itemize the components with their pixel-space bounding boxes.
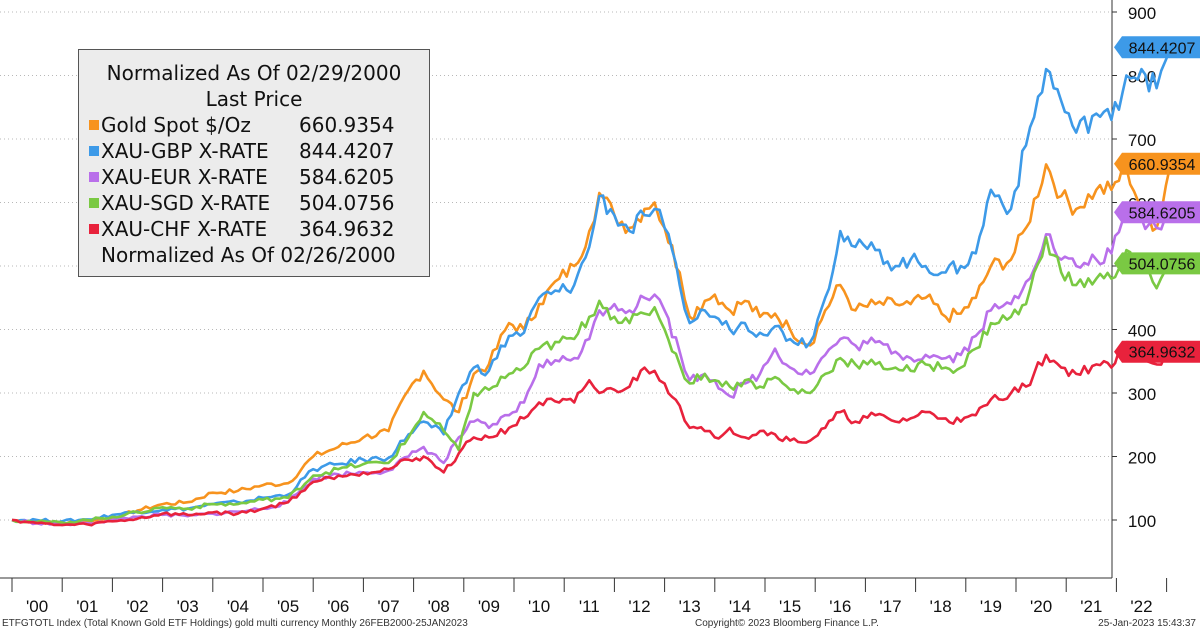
last-value-tag <box>1114 340 1200 363</box>
series-line-5 <box>11 340 1172 527</box>
legend-series-value: 844.4207 <box>299 139 395 163</box>
legend-series-value: 504.0756 <box>299 191 395 215</box>
axes: 100200300400500600700800900'00'01'02'03'… <box>0 0 1168 616</box>
legend-series-name: XAU-SGD X-RATE <box>101 191 271 215</box>
x-tick-label: '08 <box>428 597 450 616</box>
legend-swatch <box>89 172 99 182</box>
legend-series-value: 364.9632 <box>299 217 395 241</box>
x-tick-label: '13 <box>679 597 701 616</box>
legend-swatch <box>89 198 99 208</box>
legend: Normalized As Of 02/29/2000 Last Price G… <box>78 49 430 277</box>
y-tick-label: 800 <box>1128 68 1156 87</box>
x-tick-label: '00 <box>26 597 48 616</box>
y-tick-label: 900 <box>1128 4 1156 23</box>
last-value-tag <box>1114 152 1200 175</box>
last-value-label: 504.0756 <box>1129 256 1196 273</box>
last-value-label: 364.9632 <box>1129 345 1196 362</box>
legend-series-value: 660.9354 <box>299 113 395 137</box>
series-line-4 <box>11 236 1172 525</box>
legend-swatch <box>89 120 99 130</box>
last-value-tag <box>1114 36 1200 59</box>
last-value-label: 844.4207 <box>1129 40 1196 57</box>
x-tick-label: '18 <box>930 597 952 616</box>
legend-series-name: XAU-CHF X-RATE <box>101 217 268 241</box>
y-tick-label: 400 <box>1128 322 1156 341</box>
footer-copyright: Copyright© 2023 Bloomberg Finance L.P. <box>695 618 879 629</box>
series-lines <box>11 46 1172 527</box>
x-tick-label: '01 <box>76 597 98 616</box>
y-tick-label: 300 <box>1128 385 1156 404</box>
x-tick-label: '09 <box>478 597 500 616</box>
legend-footnote: Normalized As Of 02/26/2000 <box>101 243 396 267</box>
x-tick-label: '02 <box>126 597 148 616</box>
footer-source: ETFGTOTL Index (Total Known Gold ETF Hol… <box>2 618 468 629</box>
x-tick-label: '11 <box>579 597 600 616</box>
legend-series-name: Gold Spot $/Oz <box>101 113 251 137</box>
legend-series-name: XAU-GBP X-RATE <box>101 139 269 163</box>
x-tick-label: '03 <box>177 597 199 616</box>
last-value-tag <box>1114 201 1200 224</box>
last-value-label: 660.9354 <box>1129 157 1196 174</box>
x-tick-label: '20 <box>1030 597 1052 616</box>
legend-series-name: XAU-EUR X-RATE <box>101 165 268 189</box>
x-tick-label: '04 <box>227 597 249 616</box>
legend-swatch <box>89 224 99 234</box>
x-tick-label: '10 <box>528 597 550 616</box>
legend-swatch <box>89 146 99 156</box>
x-tick-label: '22 <box>1130 597 1152 616</box>
legend-item: XAU-CHF X-RATE 364.9632 <box>79 216 429 242</box>
x-tick-label: '21 <box>1080 597 1102 616</box>
last-value-tags: 660.9354 844.4207 584.6205 504.0756 364.9632 <box>1114 36 1200 363</box>
series-line-3 <box>11 209 1172 527</box>
x-tick-label: '07 <box>377 597 399 616</box>
last-value-label: 584.6205 <box>1129 205 1196 222</box>
x-tick-label: '14 <box>729 597 751 616</box>
x-tick-label: '19 <box>980 597 1002 616</box>
x-tick-label: '12 <box>628 597 650 616</box>
gridlines <box>0 11 1112 521</box>
y-tick-label: 200 <box>1128 449 1156 468</box>
footer-timestamp: 25-Jan-2023 15:43:37 <box>1098 618 1196 629</box>
legend-item: XAU-SGD X-RATE 504.0756 <box>79 190 429 216</box>
legend-series-value: 584.6205 <box>299 165 395 189</box>
x-tick-label: '16 <box>829 597 851 616</box>
x-tick-label: '15 <box>779 597 801 616</box>
x-tick-label: '17 <box>879 597 901 616</box>
legend-item: Gold Spot $/Oz 660.9354 <box>79 112 429 138</box>
last-value-tag <box>1114 252 1200 275</box>
y-tick-label: 700 <box>1128 131 1156 150</box>
legend-title: Normalized As Of 02/29/2000 <box>106 61 402 85</box>
x-tick-label: '06 <box>327 597 349 616</box>
legend-item: XAU-GBP X-RATE 844.4207 <box>79 138 429 164</box>
y-tick-label: 100 <box>1128 512 1156 531</box>
legend-subtitle: Last Price <box>205 87 303 111</box>
legend-item: XAU-EUR X-RATE 584.6205 <box>79 164 429 190</box>
x-tick-label: '05 <box>277 597 299 616</box>
